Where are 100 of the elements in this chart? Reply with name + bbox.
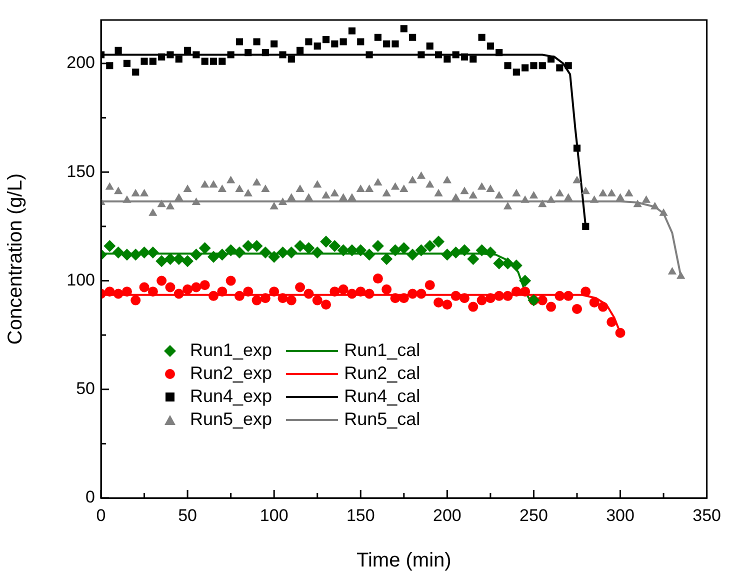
point [400,25,408,32]
point [296,46,304,54]
point [398,242,410,254]
point [432,236,445,248]
point [548,56,555,63]
point [357,38,364,46]
point [502,257,514,270]
point [320,236,332,248]
point [227,51,234,58]
point [409,34,416,41]
point [182,255,194,268]
point [424,240,436,252]
point [250,240,263,252]
point [166,51,174,58]
point [512,68,520,76]
point [314,42,321,50]
point [158,53,166,60]
point [354,244,367,256]
point [322,36,330,44]
point [441,248,454,261]
y-tick-label: 150 [66,162,95,181]
point [184,46,192,54]
point [564,62,572,70]
point [201,58,208,65]
point [224,244,237,256]
point [270,40,278,48]
point [389,244,402,256]
point [519,274,532,287]
y-axis-title: Concentration (g/L) [4,173,27,345]
point [504,62,512,70]
point [164,253,176,265]
legend-label: Run2_exp [190,363,272,384]
point [244,49,252,56]
point [130,248,142,261]
point [452,51,460,58]
point [114,46,122,54]
point [380,253,393,265]
point [582,222,590,230]
point [406,248,419,261]
x-tick-label: 50 [178,506,198,525]
point [458,244,470,256]
point [530,62,538,70]
point [486,42,494,50]
point [156,255,168,268]
point [140,58,148,65]
point [337,244,350,256]
point [305,38,312,46]
point [348,27,356,34]
point [279,51,286,58]
point [444,56,451,63]
point [112,246,124,258]
point [253,38,260,46]
point [216,248,228,261]
x-tick-label: 150 [346,506,375,525]
x-axis-title: Time (min) [356,550,452,572]
x-tick-label: 100 [260,506,288,525]
point [434,51,442,58]
point [363,248,376,261]
point [374,34,382,41]
y-tick-label: 50 [76,379,95,398]
point [426,42,434,50]
point [123,60,130,67]
y-tick-label: 100 [66,270,95,290]
point [450,246,462,258]
point [467,253,480,265]
x-tick-label: 250 [520,506,548,525]
point [372,240,384,252]
point [259,246,272,258]
point [522,64,529,72]
point [236,38,244,46]
point [198,242,211,254]
point [132,68,140,76]
point [311,246,324,258]
legend-label: Run4_exp [190,386,272,407]
legend-label: Run1_cal [344,340,420,361]
point [556,64,564,72]
point [190,248,202,261]
point [149,58,156,65]
point [415,244,428,256]
point [210,58,218,65]
point [392,40,399,48]
point [383,40,390,48]
point [496,49,503,56]
point [233,246,246,258]
point [460,53,468,60]
legend-label: Run5_cal [344,409,420,430]
point [268,250,280,263]
point [218,58,226,65]
point [340,38,347,46]
point [328,240,341,252]
point [302,242,315,254]
y-tick-label: 200 [66,53,95,72]
point [104,240,116,252]
point [331,40,338,48]
point [573,144,581,152]
point [476,244,488,256]
point [294,240,306,252]
x-tick-label: 350 [692,506,722,525]
point [175,56,182,63]
point [538,62,546,70]
